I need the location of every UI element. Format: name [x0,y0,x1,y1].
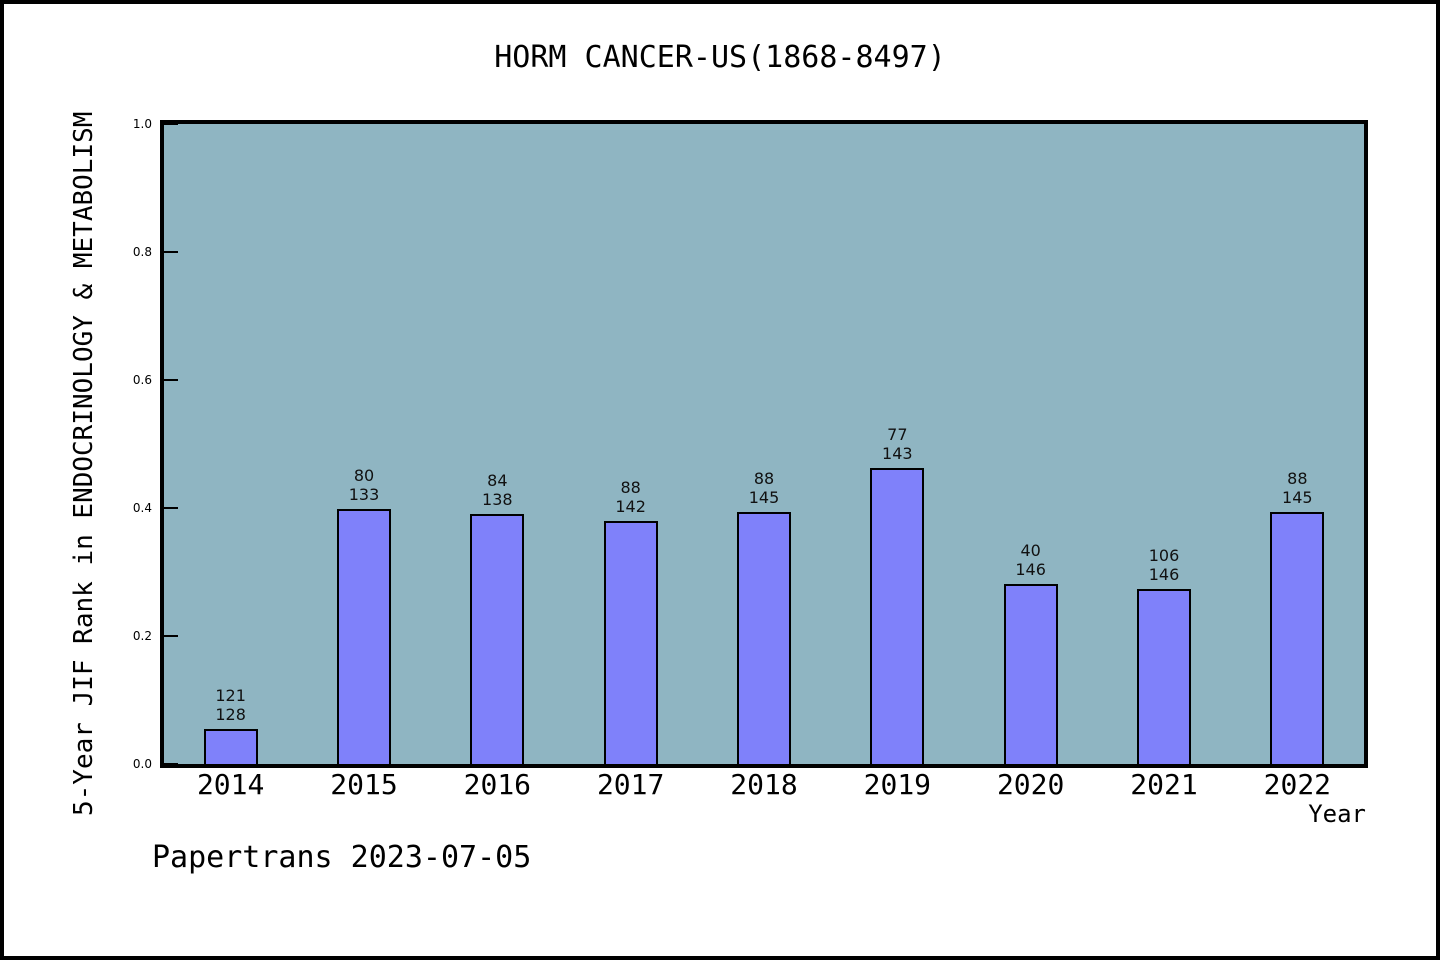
x-tick-label-2020: 2020 [996,768,1065,801]
y-tick-label-1.0: 1.0 [132,117,152,131]
bar-2014 [203,729,258,764]
y-tick-mark-0.2 [164,635,178,637]
bar-value-label-2015: 80 133 [314,466,414,504]
bar-rank-value: 88 [620,478,641,497]
bar-rank-value: 80 [353,466,375,485]
y-tick-mark-0.4 [164,507,178,509]
chart-title: HORM CANCER-US(1868-8497) [494,40,946,75]
bar-total-value: 143 [882,444,913,463]
bar-2015 [337,509,391,764]
bar-rank-value: 84 [487,471,508,490]
x-tick-label-2014: 2014 [196,768,265,801]
y-tick-label-0.4: 0.4 [132,501,152,515]
y-tick-label-0.8: 0.8 [132,245,152,259]
bar-rank-value: 121 [215,686,246,705]
bar-value-label-2014: 121 128 [181,686,281,724]
bar-rank-value: 77 [887,425,908,444]
y-tick-mark-0.8 [164,251,178,253]
x-tick-label-2019: 2019 [863,768,932,801]
y-tick-mark-1.0 [164,123,178,125]
bar-2022 [1270,512,1325,764]
bar-rank-value: 88 [1287,469,1308,488]
x-tick-label-2018: 2018 [730,768,798,801]
bar-2018 [737,512,791,764]
bar-value-label-2017: 88 142 [581,478,681,516]
bar-total-value: 128 [215,705,246,724]
y-tick-label-0.0: 0.0 [132,757,152,771]
x-axis-title: Year [1308,800,1366,828]
bar-value-label-2016: 84 138 [447,471,547,509]
y-tick-mark-0.0 [164,763,178,765]
bar-total-value: 146 [1015,560,1046,579]
bar-value-label-2022: 88 145 [1247,469,1347,507]
bar-2020 [1003,584,1058,764]
plot-area: 121 128 80 133 84 138 88 142 88 145 77 143 40 146 106 1… [160,120,1368,768]
y-tick-label-0.2: 0.2 [132,629,152,643]
footer-watermark: Papertrans 2023-07-05 [152,840,532,875]
bar-rank-value: 88 [753,469,775,488]
bar-rank-value: 40 [1020,541,1041,560]
bar-total-value: 145 [1282,488,1313,507]
bar-value-label-2018: 88 145 [714,469,814,507]
y-axis-title: 5-Year JIF Rank in ENDOCRINOLOGY & METAB… [69,111,99,817]
bar-total-value: 145 [748,488,780,507]
bar-total-value: 142 [615,497,646,516]
x-tick-label-2017: 2017 [596,768,665,801]
bar-2016 [470,514,525,764]
bar-total-value: 133 [348,485,380,504]
y-tick-mark-0.6 [164,379,178,381]
x-tick-label-2022: 2022 [1263,768,1332,801]
bar-total-value: 138 [482,490,513,509]
bar-value-label-2019: 77 143 [847,425,947,463]
bar-rank-value: 106 [1148,546,1180,565]
bar-2019 [870,468,925,764]
x-tick-label-2021: 2021 [1130,768,1198,801]
x-tick-label-2015: 2015 [330,768,398,801]
bar-value-label-2020: 40 146 [981,541,1081,579]
bar-2021 [1137,589,1191,764]
bar-value-label-2021: 106 146 [1114,546,1214,584]
y-tick-label-0.6: 0.6 [132,373,152,387]
bar-total-value: 146 [1148,565,1180,584]
x-tick-label-2016: 2016 [463,768,532,801]
bar-2017 [603,521,658,764]
